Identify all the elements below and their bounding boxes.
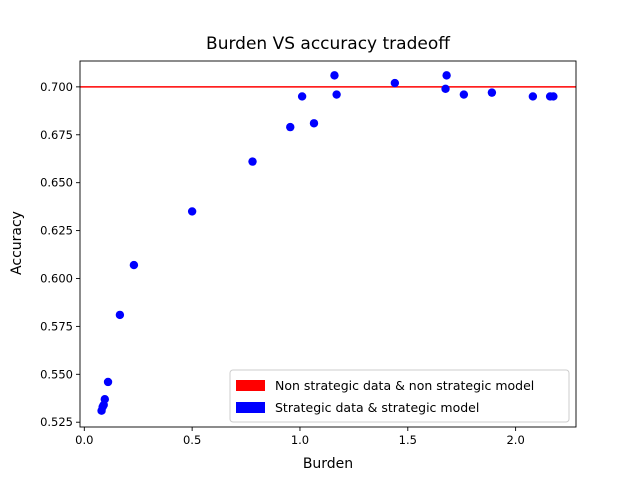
legend-label-reference: Non strategic data & non strategic model xyxy=(275,378,534,393)
data-point xyxy=(103,377,113,387)
data-point xyxy=(549,92,558,101)
chart-title: Burden VS accuracy tradeoff xyxy=(206,34,451,54)
data-point xyxy=(286,122,295,132)
data-point xyxy=(332,90,341,99)
x-axis-label: Burden xyxy=(303,456,353,472)
data-point xyxy=(297,92,307,101)
data-point xyxy=(115,310,125,320)
x-tick-label: 0.0 xyxy=(75,433,93,447)
x-tick-label: 2.0 xyxy=(506,433,524,447)
axes-frame xyxy=(79,60,577,428)
y-tick-label: 0.525 xyxy=(40,415,73,429)
y-tick-label: 0.550 xyxy=(40,367,73,381)
data-point xyxy=(309,119,319,128)
data-point xyxy=(129,260,139,270)
data-point xyxy=(187,207,197,216)
data-point xyxy=(528,92,538,101)
y-axis-label: Accuracy xyxy=(9,211,25,275)
data-point xyxy=(487,88,497,97)
data-point xyxy=(100,395,110,404)
x-tick-label: 0.5 xyxy=(183,433,201,447)
legend-swatch-strategic xyxy=(236,402,265,413)
data-point xyxy=(390,78,400,88)
data-point xyxy=(330,71,339,80)
data-point xyxy=(459,90,469,99)
legend-swatch-reference xyxy=(236,380,265,391)
legend-frame xyxy=(229,369,570,423)
x-tick-label: 1.5 xyxy=(399,433,417,447)
y-tick-label: 0.600 xyxy=(40,271,73,285)
legend: Non strategic data & non strategic model… xyxy=(229,369,570,423)
plot-area: 0.0 0.5 1.0 1.5 2.0 0.525 0.550 0.575 0.600 0.625… xyxy=(40,60,577,447)
y-tick-label: 0.700 xyxy=(40,80,73,94)
y-tick-label: 0.625 xyxy=(40,224,73,238)
x-tick-label: 1.0 xyxy=(291,433,309,447)
y-tick-label: 0.575 xyxy=(40,319,73,333)
legend-label-strategic: Strategic data & strategic model xyxy=(275,400,479,415)
data-point xyxy=(248,157,257,166)
data-point xyxy=(441,84,450,93)
y-tick-label: 0.650 xyxy=(40,176,73,190)
data-point xyxy=(442,71,451,80)
y-tick-label: 0.675 xyxy=(40,128,73,142)
